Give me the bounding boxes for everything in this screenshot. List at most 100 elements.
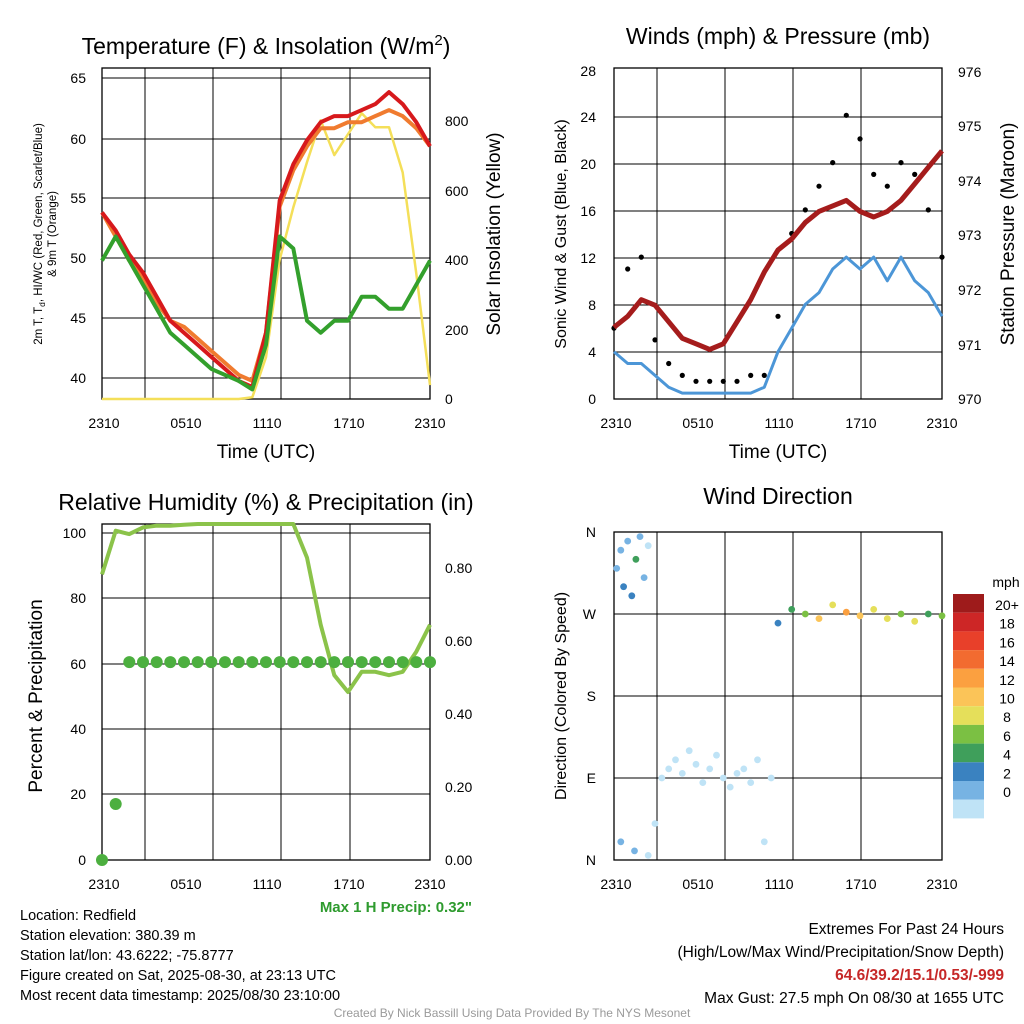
rh-ytick: 0 bbox=[78, 852, 86, 868]
colorbar-swatch bbox=[953, 762, 984, 781]
direction-point bbox=[842, 608, 850, 616]
wind-ytick: 12 bbox=[580, 250, 596, 266]
direction-point bbox=[754, 756, 761, 764]
precip-marker bbox=[396, 656, 409, 669]
rh-xtick: 0510 bbox=[170, 876, 201, 892]
wind-y2tick: 976 bbox=[958, 64, 982, 80]
station-location: Location: Redfield bbox=[20, 908, 137, 924]
gust-point bbox=[898, 160, 904, 166]
gust-point bbox=[761, 372, 767, 378]
colorbar-swatch bbox=[953, 687, 984, 707]
wind-y2tick: 973 bbox=[958, 227, 982, 243]
temp-x-ticks: 2310 0510 1110 1710 2310 bbox=[88, 415, 445, 431]
recent-timestamp: Most recent data timestamp: 2025/08/30 2… bbox=[20, 988, 341, 1004]
rh-ytick: 40 bbox=[70, 721, 86, 737]
solar-insolation-line bbox=[102, 112, 432, 401]
dir-title: Wind Direction bbox=[703, 483, 853, 509]
direction-point bbox=[856, 612, 864, 620]
colorbar-swatch bbox=[953, 668, 984, 688]
precip-marker bbox=[109, 798, 122, 810]
rh-x-ticks: 2310 0510 1110 1710 2310 bbox=[88, 876, 445, 892]
wind-ytick: 8 bbox=[588, 297, 596, 313]
precip-marker bbox=[355, 656, 368, 669]
direction-point bbox=[685, 747, 693, 755]
figure-created: Figure created on Sat, 2025-08-30, at 23… bbox=[20, 968, 336, 984]
precip-marker bbox=[287, 656, 300, 669]
gust-point bbox=[638, 254, 644, 260]
precip-marker bbox=[383, 656, 395, 669]
precip-marker bbox=[164, 656, 177, 669]
temp-ytick: 40 bbox=[70, 370, 86, 386]
wind-x-ticks: 2310 0510 1110 1710 2310 bbox=[600, 415, 957, 431]
colorbar-label: 8 bbox=[1003, 709, 1011, 725]
speed-legend-title: mph bbox=[992, 574, 1019, 590]
gust-point bbox=[707, 378, 713, 384]
rh-xtick: 1710 bbox=[333, 876, 364, 892]
max-gust: Max Gust: 27.5 mph On 08/30 at 1655 UTC bbox=[704, 990, 1004, 1007]
wind-ytick: 4 bbox=[588, 344, 596, 360]
direction-point bbox=[631, 847, 638, 855]
wind-xtick: 2310 bbox=[600, 415, 631, 431]
precip-marker bbox=[342, 656, 354, 669]
colorbar-swatch bbox=[953, 799, 984, 819]
wind-ytick: 24 bbox=[580, 109, 596, 125]
temp-xtick: 0510 bbox=[170, 415, 201, 431]
speed-colorbar: 20+ 18 16 14 12 10 8 6 4 2 0 bbox=[953, 594, 1019, 819]
wind-plot-frame bbox=[613, 67, 943, 400]
colorbar-label: 10 bbox=[999, 691, 1015, 707]
direction-point bbox=[938, 612, 946, 620]
gust-point bbox=[693, 378, 699, 384]
max-precip-label: Max 1 H Precip: 0.32" bbox=[320, 899, 472, 916]
gust-point bbox=[748, 372, 754, 378]
precip-marker bbox=[410, 656, 423, 669]
extremes-subtitle: (High/Low/Max Wind/Precipitation/Snow De… bbox=[677, 944, 1005, 961]
wind-y2-ticks: 970 971 972 973 974 975 976 bbox=[958, 64, 982, 407]
colorbar-swatch bbox=[953, 612, 984, 632]
direction-point bbox=[726, 783, 734, 791]
gust-point bbox=[871, 171, 877, 177]
temp-y2tick: 800 bbox=[445, 113, 469, 129]
gust-point bbox=[830, 160, 836, 166]
gust-point bbox=[939, 254, 945, 260]
wind-ytick: 16 bbox=[580, 203, 596, 219]
temp-ytick: 50 bbox=[70, 250, 86, 266]
precip-marker bbox=[369, 656, 382, 669]
wind-ytick: 0 bbox=[588, 391, 596, 407]
colorbar-label: 20+ bbox=[995, 597, 1019, 613]
precip-marker bbox=[273, 656, 286, 669]
rh-xtick: 1110 bbox=[252, 876, 281, 892]
colorbar-swatch bbox=[953, 706, 984, 725]
colorbar-swatch bbox=[953, 743, 984, 763]
wind-ytick: 28 bbox=[580, 63, 596, 79]
direction-point bbox=[747, 779, 755, 786]
precip-marker bbox=[314, 656, 327, 669]
rh-y2tick: 0.00 bbox=[445, 852, 472, 868]
rh-ytick: 100 bbox=[63, 525, 87, 541]
colorbar-label: 16 bbox=[999, 634, 1015, 650]
gust-point bbox=[912, 171, 918, 177]
dir-x-ticks: 2310 0510 1110 1710 2310 bbox=[600, 876, 957, 892]
direction-point bbox=[740, 765, 748, 773]
wind-xtick: 0510 bbox=[682, 415, 713, 431]
temp-xtick: 1710 bbox=[333, 415, 364, 431]
precip-marker bbox=[205, 656, 218, 669]
dir-ylabel: Direction (Colored By Speed) bbox=[553, 592, 570, 800]
direction-point bbox=[644, 542, 652, 550]
rh-ytick: 80 bbox=[70, 590, 86, 606]
direction-point bbox=[644, 852, 652, 859]
precip-marker bbox=[232, 656, 245, 669]
colorbar-swatch bbox=[953, 631, 984, 651]
wind-xtick: 1110 bbox=[764, 415, 793, 431]
direction-point bbox=[672, 756, 679, 764]
wind-xtick: 1710 bbox=[845, 415, 876, 431]
dir-y-ticks: N E S W N bbox=[583, 524, 597, 868]
dir-ytick: S bbox=[587, 688, 596, 704]
direction-point bbox=[613, 565, 621, 572]
direction-point bbox=[719, 774, 727, 782]
gust-point bbox=[720, 378, 726, 384]
colorbar-label: 18 bbox=[999, 616, 1015, 632]
panel-wind-direction: Wind Direction N E S W N 2310 0510 1110 … bbox=[553, 483, 1020, 892]
gust-point bbox=[679, 372, 685, 378]
wind-xlabel: Time (UTC) bbox=[729, 442, 828, 463]
direction-point bbox=[706, 765, 714, 773]
